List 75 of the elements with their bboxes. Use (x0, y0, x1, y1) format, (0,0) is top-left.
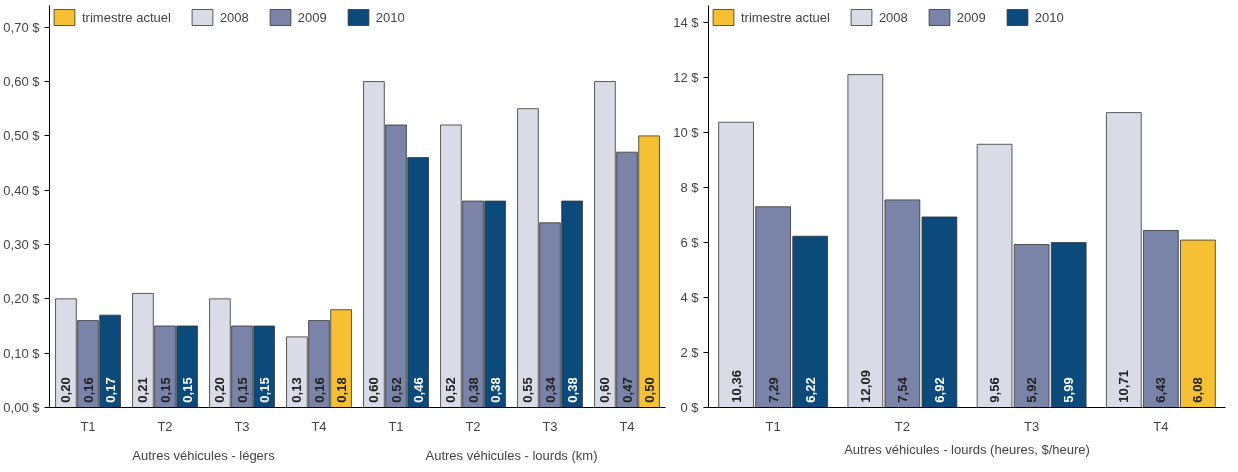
data-label: 6,22 (802, 377, 818, 403)
data-label: 0,18 (333, 377, 349, 403)
y-tick-label: 2 $ (680, 344, 700, 360)
y-tick-label: 0,60 $ (3, 74, 41, 90)
data-label: 0,21 (135, 377, 151, 403)
data-label: 0,20 (212, 377, 228, 403)
data-label: 9,56 (987, 377, 1003, 403)
data-label: 0,38 (487, 377, 503, 403)
x-tick-label: T2 (894, 418, 910, 434)
x-tick-label: T2 (157, 418, 173, 434)
legend-label: 2010 (1034, 9, 1064, 25)
x-tick-label: T3 (1024, 418, 1040, 434)
data-label: 6,08 (1190, 377, 1206, 403)
legend-label: 2009 (297, 9, 327, 25)
x-tick-label: T4 (1153, 418, 1169, 434)
data-label: 10,36 (728, 370, 744, 403)
y-tick-label: 4 $ (680, 289, 700, 305)
y-tick-label: 0,20 $ (3, 291, 41, 307)
data-label: 0,15 (234, 377, 250, 403)
data-label: 10,71 (1116, 370, 1132, 403)
data-label: 0,60 (597, 377, 613, 403)
x-tick-label: T4 (311, 418, 327, 434)
data-label: 7,29 (765, 377, 781, 403)
x-axis-title: Autres véhicules - lourds (heures, $/heure) (844, 441, 1090, 457)
x-tick-label: T1 (765, 418, 781, 434)
x-tick-label: T4 (619, 418, 635, 434)
y-tick-label: 0 $ (680, 400, 700, 415)
data-label: 0,17 (102, 377, 118, 403)
data-label: 0,55 (520, 377, 536, 403)
y-tick-label: 12 $ (673, 69, 700, 85)
data-label: 12,09 (857, 370, 873, 403)
data-label: 5,99 (1061, 377, 1077, 403)
data-label: 0,15 (256, 377, 272, 403)
legend-label: 2008 (878, 9, 908, 25)
y-tick-label: 8 $ (680, 179, 700, 195)
data-label: 0,15 (157, 377, 173, 403)
y-tick-label: 14 $ (673, 14, 700, 30)
data-label: 0,16 (80, 377, 96, 403)
data-label: 0,46 (410, 377, 426, 403)
x-tick-label: T3 (542, 418, 558, 434)
y-tick-label: 0,10 $ (3, 345, 41, 361)
y-tick-label: 10 $ (673, 124, 700, 140)
x-tick-label: T1 (388, 418, 404, 434)
data-label: 0,15 (179, 377, 195, 403)
y-tick-label: 0,00 $ (3, 400, 41, 415)
x-tick-label: T2 (465, 418, 481, 434)
legend-label: 2009 (956, 9, 986, 25)
text: Autres véhicules - légers (132, 447, 276, 463)
data-label: 0,16 (311, 377, 327, 403)
legend-label: trimestre actuel (741, 9, 830, 25)
y-tick-label: 0,70 $ (3, 19, 41, 35)
data-label: 0,52 (443, 377, 459, 403)
data-label: 5,92 (1024, 377, 1040, 403)
data-label: 0,52 (388, 377, 404, 403)
data-label: 0,13 (289, 377, 305, 403)
y-tick-label: 6 $ (680, 234, 700, 250)
legend-label: 2008 (219, 9, 249, 25)
x-tick-label: T3 (234, 418, 250, 434)
data-label: 0,38 (564, 377, 580, 403)
data-label: 0,60 (366, 377, 382, 403)
data-label: 0,50 (641, 377, 657, 403)
data-label: 0,47 (619, 377, 635, 403)
data-label: 7,54 (894, 376, 910, 403)
text: Autres véhicules - lourds (km) (425, 447, 598, 463)
y-tick-label: 0,30 $ (3, 237, 41, 253)
y-tick-label: 0,40 $ (3, 182, 41, 198)
data-label: 0,38 (465, 377, 481, 403)
data-label: 6,92 (931, 377, 947, 403)
data-label: 6,43 (1153, 377, 1169, 403)
y-tick-label: 0,50 $ (3, 128, 41, 144)
x-tick-label: T1 (80, 418, 96, 434)
data-label: 0,20 (58, 377, 74, 403)
legend-label: trimestre actuel (82, 9, 171, 25)
legend-label: 2010 (375, 9, 405, 25)
data-label: 0,34 (542, 376, 558, 403)
